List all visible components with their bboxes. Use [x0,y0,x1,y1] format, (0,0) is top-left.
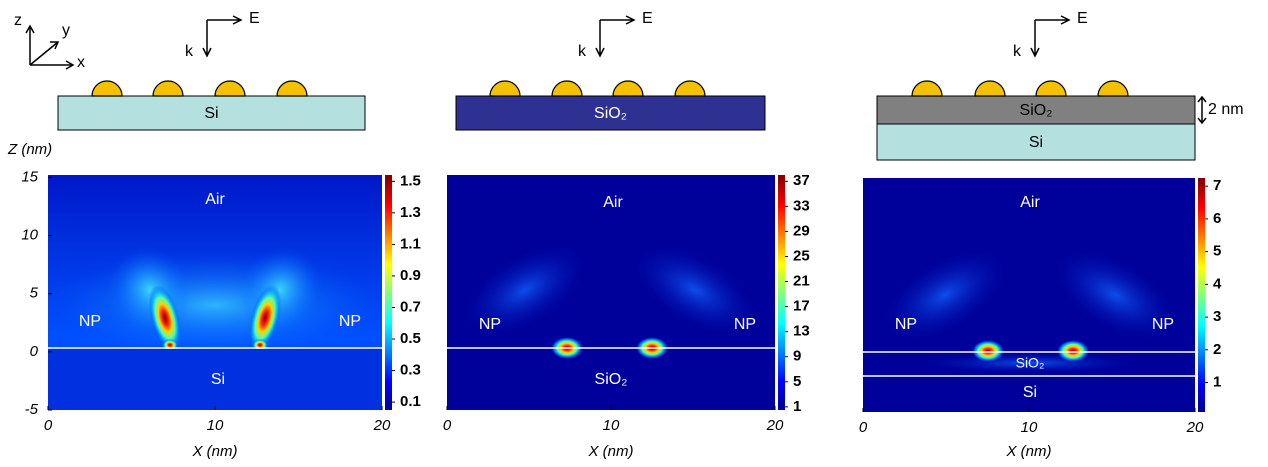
nanoparticle [1097,80,1129,97]
colorbar-label: 9 [793,348,801,365]
colorbar-label: 7 [1213,177,1221,194]
field-map [48,175,382,410]
region-label: SiO₂ [595,371,628,388]
x-axis-label: X (nm) [192,443,238,460]
axis-x: x [77,54,85,71]
np-label: NP [339,313,361,330]
colorbar-label: 0.1 [400,393,421,410]
nanoparticle [214,80,246,97]
colorbar-label: 1.3 [400,204,421,221]
e-label: E [249,10,260,27]
x-axis-label: X (nm) [588,443,634,460]
substrate-label: Si [1029,134,1043,151]
colorbar [778,175,785,410]
colorbar-label: 0.5 [400,330,421,347]
x-tick-label: 20 [766,417,784,434]
field-map [863,178,1195,412]
nanoparticle [974,80,1006,97]
nanoparticle [911,80,943,97]
colorbar-label: 1.5 [400,172,421,189]
substrate-label: Si [204,105,218,122]
axis-y: y [62,22,70,39]
region-label: Air [1020,194,1040,211]
wave-arrows [202,15,243,58]
nanoparticle [276,80,308,97]
colorbar-label: 2 [1213,341,1221,358]
np-label: NP [734,316,756,333]
substrate-label: SiO₂ [594,105,627,122]
x-axis-label: X (nm) [1006,443,1052,460]
nanoparticle [674,80,706,97]
e-label: E [1077,10,1088,27]
np-label: NP [1152,316,1174,333]
region-label: Air [205,191,225,208]
nanoparticle [612,80,644,97]
region-label: Air [603,194,623,211]
region-label: Si [211,371,225,388]
nanoparticle [1035,80,1067,97]
colorbar-label: 1 [793,398,801,415]
x-tick-label: 0 [859,419,868,436]
colorbar-label: 1 [1213,374,1221,391]
nanoparticle [551,80,583,97]
substrate-label: SiO₂ [1020,102,1053,119]
e-label: E [642,10,653,27]
colorbar-label: 25 [793,247,810,264]
x-tick-label: 0 [443,417,452,434]
x-tick-label: 10 [207,417,224,434]
colorbar-label: 3 [1213,308,1221,325]
wave-arrows [595,15,636,58]
y-tick-label: 0 [30,343,39,360]
x-tick-label: 20 [1186,419,1204,436]
wave-arrows [1030,15,1071,58]
nanoparticle [489,80,521,97]
colorbar [1198,178,1205,412]
colorbar-label: 6 [1213,210,1221,227]
substrate-layer [876,123,1196,161]
colorbar-label: 0.3 [400,362,421,379]
colorbar-label: 1.1 [400,235,421,252]
colorbar-label: 29 [793,222,810,239]
y-tick-label: -5 [25,401,39,418]
colorbar-label: 5 [793,373,801,390]
colorbar-label: 21 [793,273,810,290]
x-tick-label: 10 [603,417,620,434]
thickness-arrow [1197,95,1207,125]
x-tick-label: 10 [1021,419,1038,436]
colorbar-label: 0.7 [400,298,421,315]
colorbar-label: 0.9 [400,267,421,284]
y-tick-label: 5 [30,285,39,302]
nanoparticle [91,80,123,97]
colorbar-label: 33 [793,197,810,214]
x-tick-label: 0 [44,417,53,434]
colorbar-label: 5 [1213,243,1221,260]
substrate-layer [57,95,366,131]
np-label: NP [79,313,101,330]
colorbar-label: 37 [793,172,810,189]
y-tick-label: 15 [21,168,38,185]
region-label: SiO₂ [1016,355,1045,371]
np-label: NP [895,316,917,333]
x-tick-label: 20 [373,417,391,434]
substrate-layer [455,95,766,131]
thickness-label: 2 nm [1208,101,1244,118]
y-tick-label: 10 [21,226,38,243]
k-label: k [185,43,194,60]
colorbar-label: 13 [793,323,810,340]
np-label: NP [479,316,501,333]
colorbar-label: 4 [1213,275,1222,292]
field-map [447,175,775,410]
k-label: k [1013,43,1022,60]
region-label: Si [1023,384,1037,401]
k-label: k [578,43,587,60]
nanoparticle [152,80,184,97]
axis-z: z [14,12,22,29]
y-axis-label: Z (nm) [7,141,52,158]
triad [25,24,75,70]
colorbar-label: 17 [793,298,810,315]
colorbar [385,175,392,410]
